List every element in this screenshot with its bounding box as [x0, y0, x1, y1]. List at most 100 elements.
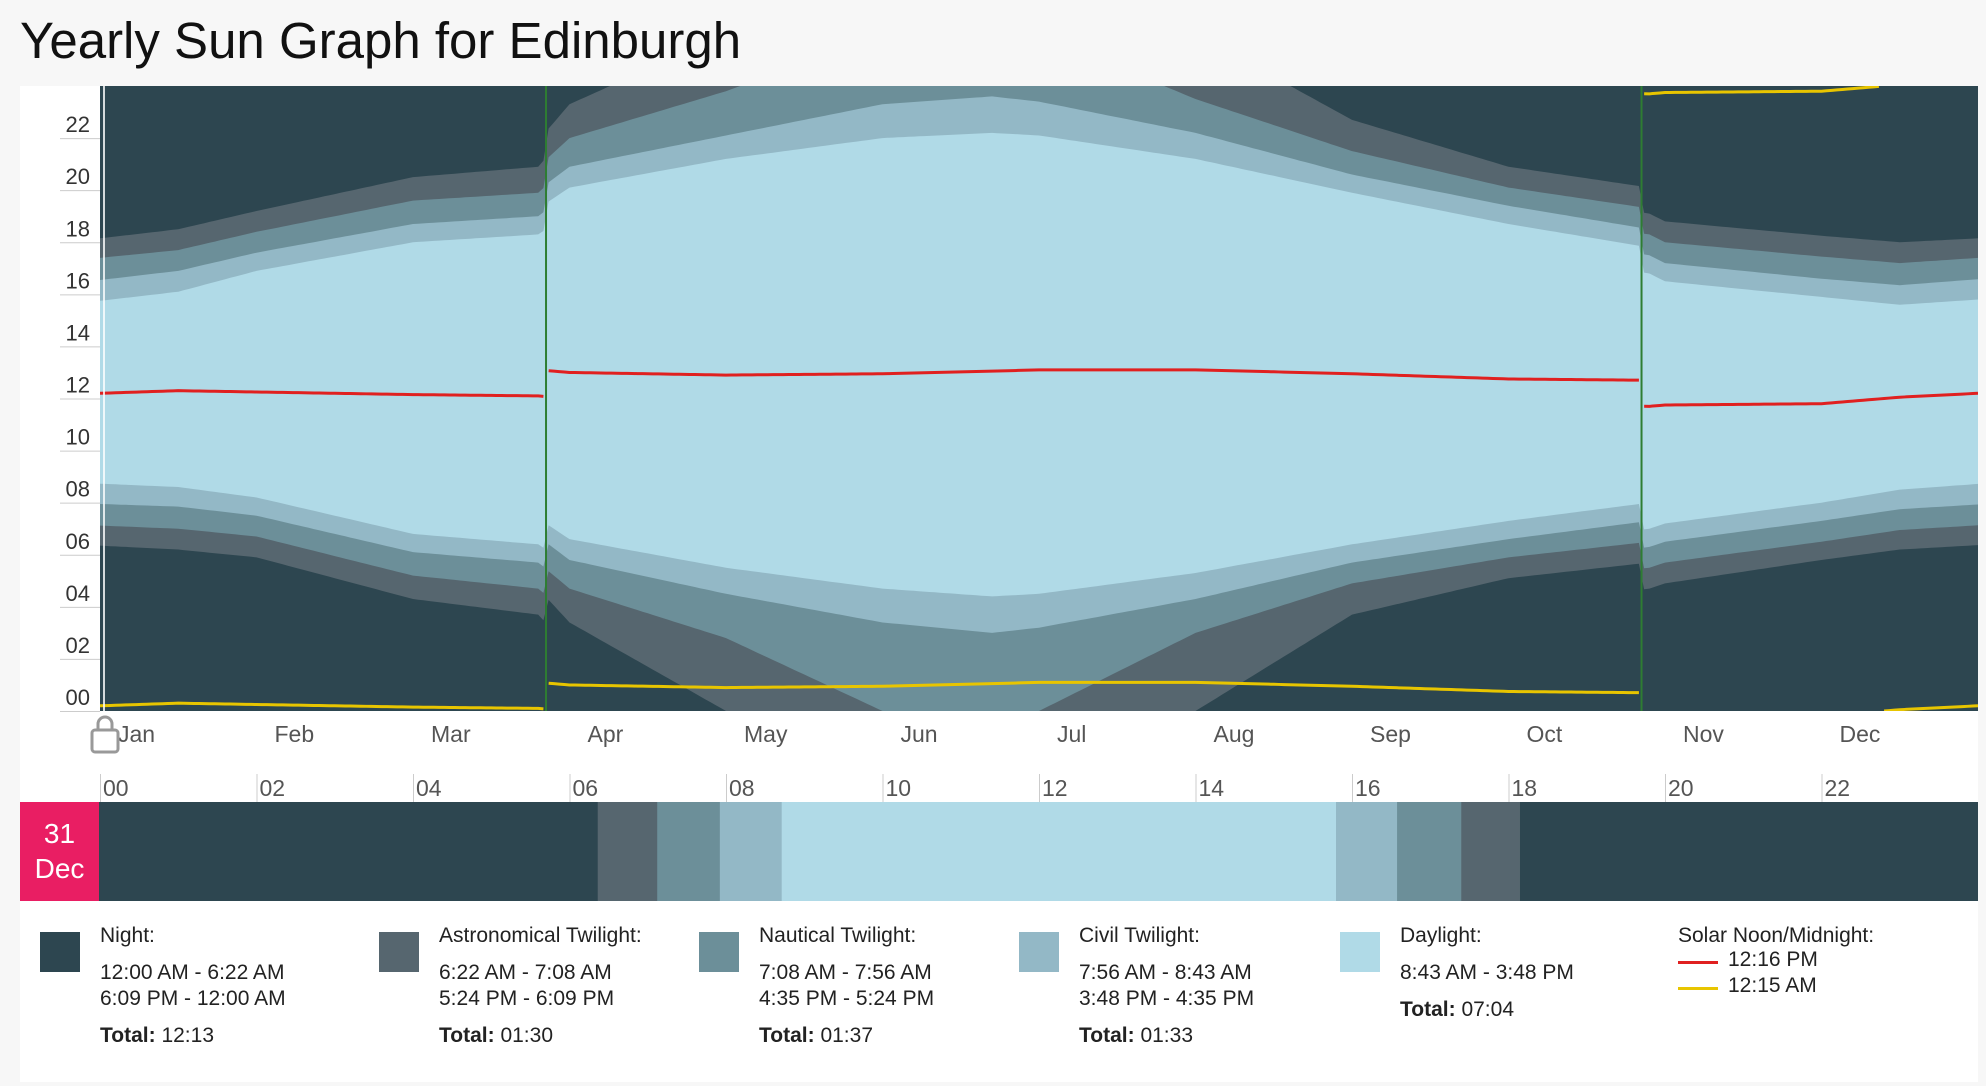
page-title: Yearly Sun Graph for Edinburgh [20, 12, 742, 69]
legend-total: Total: 01:30 [439, 1024, 553, 1048]
legend-total: Total: 07:04 [1400, 998, 1514, 1022]
day-phase-segment [1336, 802, 1398, 901]
y-tick-label: 18 [66, 216, 90, 241]
legend-swatch [379, 932, 419, 972]
legend-time-range: 6:22 AM - 7:08 AM [439, 961, 612, 984]
y-tick-label: 02 [66, 633, 90, 658]
hour-tick-label: 06 [573, 775, 599, 801]
y-tick-label: 22 [66, 112, 90, 137]
day-phase-segment [597, 802, 658, 901]
legend-total: Total: 01:33 [1079, 1024, 1193, 1048]
x-tick-label: Jul [1057, 721, 1086, 747]
legend-total-value: 01:33 [1134, 1024, 1193, 1047]
solar-midnight-line [548, 680, 1639, 695]
solar-noon-swatch [1678, 961, 1718, 964]
legend-total-label: Total: [439, 1024, 495, 1047]
legend-total-value: 07:04 [1455, 998, 1514, 1021]
selected-day: 31 [43, 818, 76, 849]
legend-time-range: 5:24 PM - 6:09 PM [439, 987, 615, 1010]
solar-noon-line [1644, 391, 1978, 408]
hour-tick-label: 04 [416, 775, 442, 801]
hour-tick-label: 10 [886, 775, 912, 801]
solar-midnight-line [1883, 704, 1978, 711]
legend-swatch [699, 932, 739, 972]
solar-midnight-swatch [1678, 987, 1718, 990]
day-phase-segment [1519, 802, 1978, 901]
x-tick-label: Aug [1214, 721, 1255, 747]
hour-tick-label: 12 [1042, 775, 1068, 801]
day-phase-segment [657, 802, 721, 901]
y-tick-label: 08 [66, 477, 90, 502]
legend-swatch [40, 932, 80, 972]
hour-tick-label: 16 [1355, 775, 1381, 801]
legend-time-range: 7:56 AM - 8:43 AM [1079, 961, 1252, 984]
x-tick-label: Mar [431, 721, 471, 747]
legend-label: Astronomical Twilight: [439, 924, 642, 947]
legend-time-range: 12:00 AM - 6:22 AM [100, 961, 285, 984]
y-tick-label: 10 [66, 425, 90, 450]
day-phase-segment [1461, 802, 1521, 901]
legend-swatch [1019, 932, 1059, 972]
x-tick-label: Apr [588, 721, 624, 747]
hour-tick-label: 08 [729, 775, 755, 801]
lock-icon[interactable] [90, 715, 120, 754]
day-phase-segment [781, 802, 1337, 901]
hour-tick-label: 02 [260, 775, 286, 801]
day-phase-bar [99, 802, 1978, 901]
legend-label: Night: [100, 924, 155, 947]
y-tick-label: 14 [66, 320, 90, 345]
x-tick-label: Nov [1683, 721, 1724, 747]
legend-total-value: 01:37 [814, 1024, 873, 1047]
day-phase-segment [99, 802, 599, 901]
solar-noon-line [548, 368, 1639, 382]
legend-total-label: Total: [100, 1024, 156, 1047]
legend-label: Nautical Twilight: [759, 924, 917, 947]
legend-total-label: Total: [759, 1024, 815, 1047]
legend-label: Daylight: [1400, 924, 1482, 947]
x-tick-label: Oct [1527, 721, 1563, 747]
x-tick-label: Sep [1370, 721, 1411, 747]
selected-date-badge: 31 Dec [20, 802, 99, 901]
y-tick-label: 20 [66, 164, 90, 189]
legend-total-label: Total: [1079, 1024, 1135, 1047]
legend-total-value: 01:30 [494, 1024, 553, 1047]
hour-tick-label: 14 [1199, 775, 1225, 801]
legend-total-value: 12:13 [155, 1024, 214, 1047]
legend-time-range: 6:09 PM - 12:00 AM [100, 987, 286, 1010]
y-tick-label: 00 [66, 685, 90, 710]
legend-time-range: 8:43 AM - 3:48 PM [1400, 961, 1574, 984]
solar-noon-value: 12:16 PM [1728, 948, 1818, 971]
hour-tick-label: 18 [1512, 775, 1538, 801]
sun-graph-panel: 00 02 04 06 08 10 12 14 16 18 20 22 Jan Feb Mar Apr May J… [20, 86, 1978, 1082]
hour-tick-label: 00 [103, 775, 129, 801]
legend-label: Civil Twilight: [1079, 924, 1200, 947]
y-tick-label: 16 [66, 268, 90, 293]
x-tick-label: Feb [275, 721, 315, 747]
x-tick-label: May [744, 721, 788, 747]
legend-total: Total: 01:37 [759, 1024, 873, 1048]
legend-total: Total: 12:13 [100, 1024, 214, 1048]
yearly-sun-chart[interactable]: 00 02 04 06 08 10 12 14 16 18 20 22 Jan Feb Mar Apr May J… [20, 86, 1978, 802]
solar-noon-line [100, 389, 544, 398]
selected-month: Dec [34, 853, 85, 884]
x-tick-label: Dec [1840, 721, 1881, 747]
legend-time-range: 4:35 PM - 5:24 PM [759, 987, 935, 1010]
solar-midnight-value: 12:15 AM [1728, 974, 1817, 997]
daylight-area [100, 132, 1978, 597]
x-tick-label: Jan [118, 721, 155, 747]
solar-legend-title: Solar Noon/Midnight: [1678, 924, 1875, 947]
legend-time-range: 3:48 PM - 4:35 PM [1079, 987, 1255, 1010]
y-tick-label: 06 [66, 529, 90, 554]
y-tick-label: 04 [66, 581, 90, 606]
legend-time-range: 7:08 AM - 7:56 AM [759, 961, 932, 984]
hour-tick-label: 20 [1668, 775, 1694, 801]
hour-tick-label: 22 [1825, 775, 1851, 801]
solar-midnight-line [100, 701, 544, 711]
day-phase-segment [719, 802, 783, 901]
y-tick-label: 12 [66, 373, 90, 398]
x-tick-label: Jun [901, 721, 938, 747]
solar-midnight-line [1644, 86, 1880, 96]
day-phase-segment [1397, 802, 1462, 901]
legend-total-label: Total: [1400, 998, 1456, 1021]
legend-swatch [1340, 932, 1380, 972]
